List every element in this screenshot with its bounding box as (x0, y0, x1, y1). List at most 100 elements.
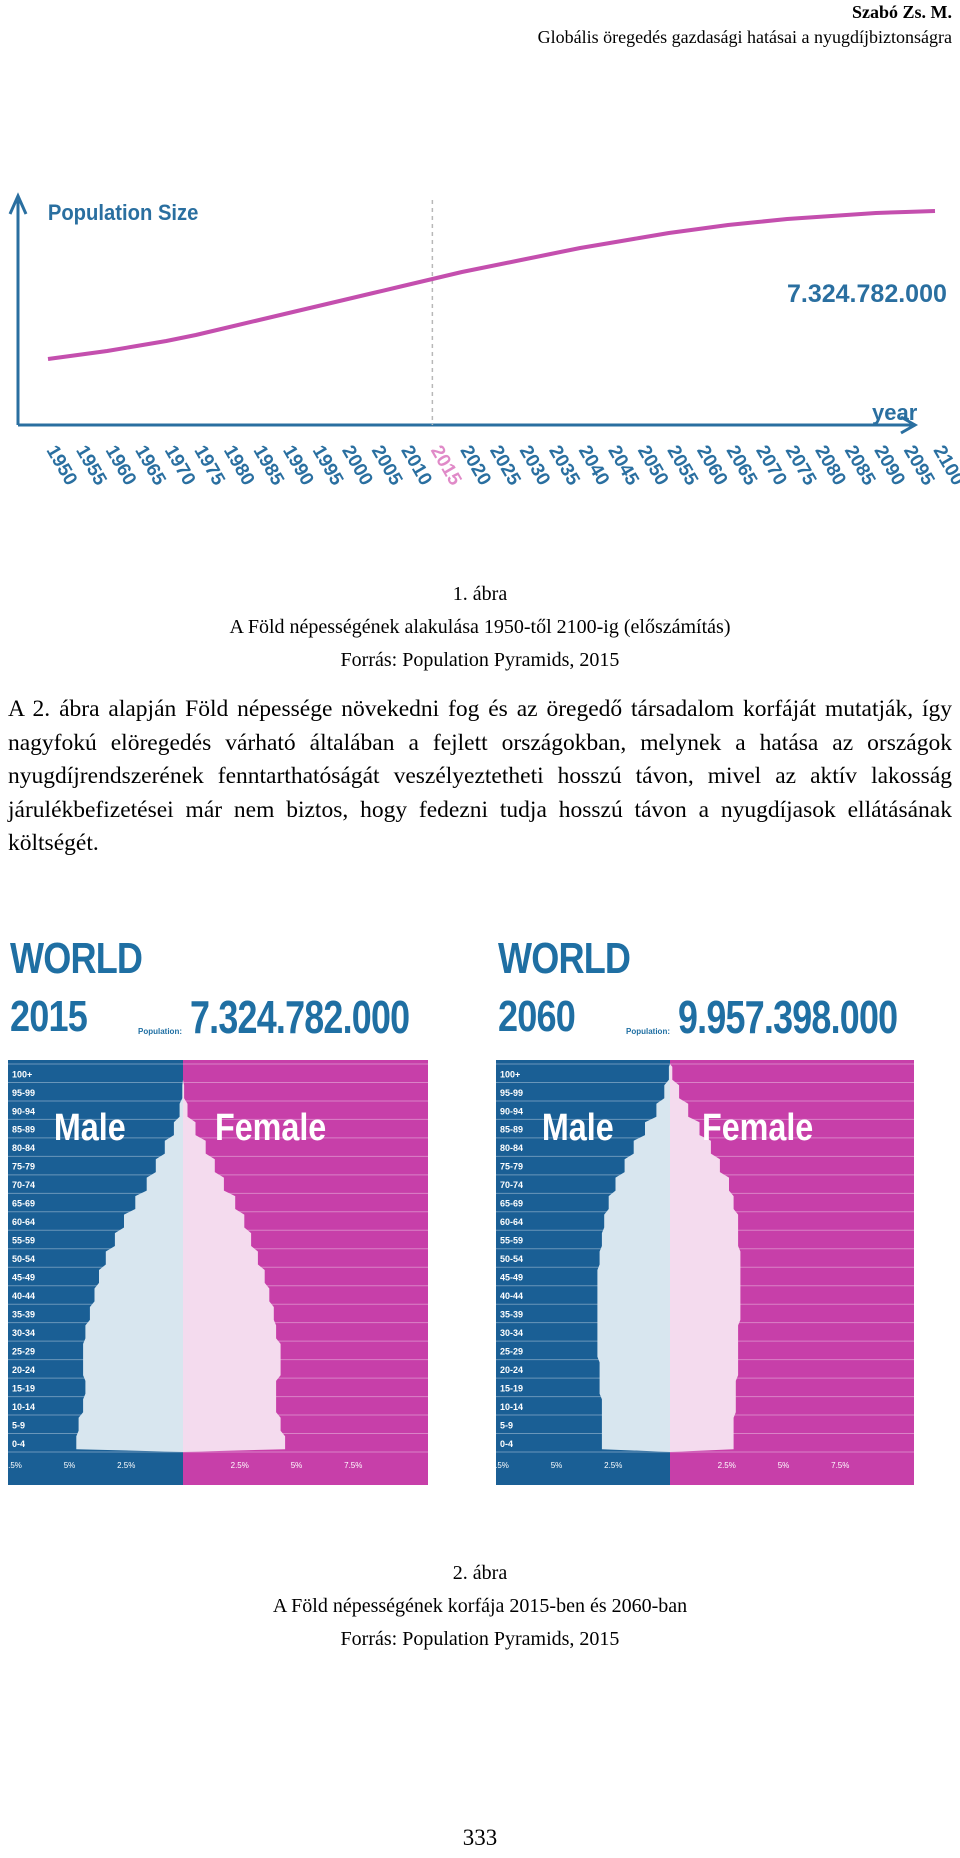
age-group-label: 40-44 (500, 1291, 523, 1301)
pyramid-year: 2060 (498, 992, 576, 1041)
x-tick-label: 2000 (337, 442, 376, 489)
age-group-label: 80-84 (500, 1143, 523, 1153)
age-group-label: 20-24 (500, 1365, 523, 1375)
figure2-caption: 2. ábra A Föld népességének korfája 2015… (0, 1557, 960, 1656)
age-group-label: 100+ (500, 1069, 520, 1079)
age-group-label: 85-89 (500, 1125, 523, 1135)
age-group-label: 50-54 (500, 1254, 523, 1264)
x-tick-label: 1950 (42, 442, 81, 489)
figure2-number: 2. ábra (452, 1562, 508, 1584)
age-group-label: 70-74 (12, 1180, 35, 1190)
male-age-bars (76, 1064, 183, 1452)
population-series-line (47, 209, 936, 361)
population-line-chart: Population Sizeyear7.324.782.00019501955… (8, 192, 960, 489)
age-group-label: 95-99 (12, 1088, 35, 1098)
female-age-bars (670, 1064, 741, 1452)
female-label: Female (702, 1107, 813, 1149)
pyramid-2060: WORLD 2060 Population: 9.957.398.000 100… (496, 935, 914, 1485)
x-tick-label: 2030 (515, 442, 554, 489)
figure1-title: A Föld népességének alakulása 1950-től 2… (229, 616, 731, 638)
chart-title: Population Size (48, 201, 199, 225)
x-tick-label: 7.5% (344, 1461, 362, 1470)
x-tick-label: 2.5% (231, 1461, 249, 1470)
x-axis-arrow (900, 415, 919, 435)
age-group-label: 45-49 (500, 1273, 523, 1283)
age-group-label: 75-79 (500, 1162, 523, 1172)
x-tick-label: 7.5% (8, 1461, 22, 1470)
age-group-label: 60-64 (500, 1217, 523, 1227)
running-title: Globális öregedés gazdasági hatásai a ny… (537, 27, 952, 47)
figure1-caption: 1. ábra A Föld népességének alakulása 19… (0, 578, 960, 677)
age-group-label: 40-44 (12, 1291, 35, 1301)
age-group-label: 30-34 (500, 1328, 523, 1338)
x-tick-label: 7.5% (496, 1461, 509, 1470)
age-group-label: 35-39 (500, 1309, 523, 1319)
age-group-label: 55-59 (12, 1236, 35, 1246)
x-axis-label: year (872, 400, 918, 425)
age-group-label: 30-34 (12, 1328, 35, 1338)
x-tick-label: 1960 (101, 442, 140, 489)
age-group-label: 90-94 (500, 1106, 523, 1116)
age-group-label: 25-29 (500, 1346, 523, 1356)
x-tick-label: 2100 (929, 442, 960, 489)
x-tick-label: 2090 (870, 442, 909, 489)
x-tick-label: 1990 (278, 442, 317, 489)
age-group-label: 80-84 (12, 1143, 35, 1153)
age-group-label: 65-69 (12, 1199, 35, 1209)
age-group-label: 25-29 (12, 1346, 35, 1356)
body-paragraph: A 2. ábra alapján Föld népessége növeked… (8, 696, 952, 856)
figure2-source: Forrás: Population Pyramids, 2015 (340, 1628, 620, 1650)
male-age-bars (597, 1064, 670, 1452)
age-group-label: 15-19 (12, 1383, 35, 1393)
value-annotation: 7.324.782.000 (787, 280, 947, 308)
age-group-label: 15-19 (500, 1383, 523, 1393)
population-label: Population: (138, 1027, 182, 1036)
x-tick-label: 5% (64, 1461, 76, 1470)
pyramid-2015: WORLD 2015 Population: 7.324.782.000 100… (8, 935, 428, 1485)
x-tick-label: 5% (778, 1461, 790, 1470)
male-label: Male (54, 1107, 126, 1149)
age-group-label: 100+ (12, 1069, 32, 1079)
x-tick-label: 1970 (160, 442, 199, 489)
age-group-label: 5-9 (12, 1420, 25, 1430)
x-tick-label: 5% (551, 1461, 563, 1470)
age-group-label: 45-49 (12, 1273, 35, 1283)
x-tick-label: 2.5% (718, 1461, 736, 1470)
age-group-label: 10-14 (12, 1402, 35, 1412)
age-group-label: 60-64 (12, 1217, 35, 1227)
female-label: Female (215, 1107, 326, 1149)
age-group-label: 95-99 (500, 1088, 523, 1098)
x-tick-label: 2080 (810, 442, 849, 489)
pyramid-chart-2015: 100+ 95-99 90-94 85-89 80-84 75-79 70-74 65-69 6… (8, 1060, 428, 1485)
x-tick-label: 2.5% (117, 1461, 135, 1470)
x-tick-label: 2070 (751, 442, 790, 489)
x-tick-label: 5% (291, 1461, 303, 1470)
x-tick-label: 1980 (219, 442, 258, 489)
age-group-label: 20-24 (12, 1365, 35, 1375)
age-group-label: 65-69 (500, 1199, 523, 1209)
age-group-label: 10-14 (500, 1402, 523, 1412)
pyramid-chart-2060: 100+ 95-99 90-94 85-89 80-84 75-79 70-74 65-69 6… (496, 1060, 914, 1485)
age-group-label: 55-59 (500, 1236, 523, 1246)
world-label: WORLD (10, 934, 143, 983)
x-tick-label: 2050 (633, 442, 672, 489)
female-age-bars (183, 1064, 286, 1452)
x-tick-label: 2040 (574, 442, 613, 489)
age-group-label: 50-54 (12, 1254, 35, 1264)
population-value: 7.324.782.000 (190, 991, 410, 1043)
age-group-label: 75-79 (12, 1162, 35, 1172)
x-tick-label: 2060 (692, 442, 731, 489)
age-group-label: 35-39 (12, 1309, 35, 1319)
world-label: WORLD (498, 934, 631, 983)
age-group-label: 90-94 (12, 1106, 35, 1116)
author-name: Szabó Zs. M. (851, 2, 952, 22)
running-header: Szabó Zs. M. Globális öregedés gazdasági… (52, 0, 952, 50)
pyramid-year: 2015 (10, 992, 88, 1041)
population-label: Population: (626, 1027, 670, 1036)
age-group-label: 85-89 (12, 1125, 35, 1135)
figure2-title: A Föld népességének korfája 2015-ben és … (272, 1595, 688, 1617)
x-tick-label: 2020 (456, 442, 495, 489)
x-tick-label: 2.5% (604, 1461, 622, 1470)
age-group-label: 0-4 (12, 1439, 25, 1449)
figure1-number: 1. ábra (452, 583, 508, 605)
